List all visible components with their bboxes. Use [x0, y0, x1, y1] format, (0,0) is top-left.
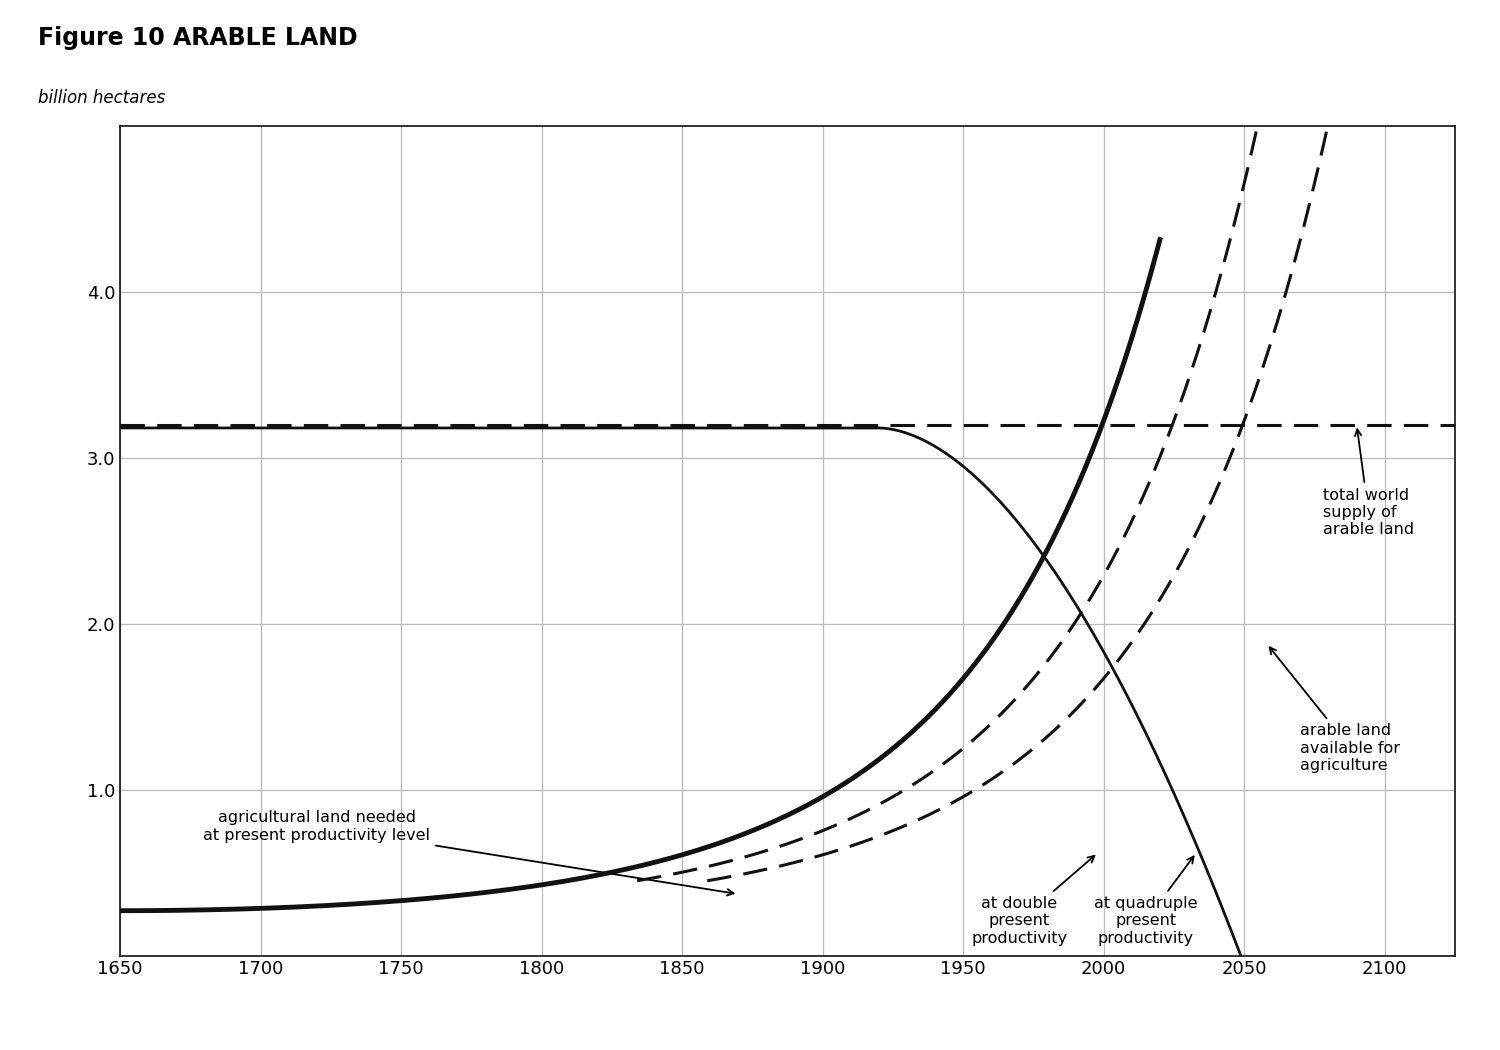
Text: Figure 10 ARABLE LAND: Figure 10 ARABLE LAND [38, 26, 357, 50]
Text: total world
supply of
arable land: total world supply of arable land [1323, 429, 1414, 538]
Text: at double
present
productivity: at double present productivity [972, 856, 1095, 946]
Text: billion hectares: billion hectares [38, 89, 165, 107]
Text: at quadruple
present
productivity: at quadruple present productivity [1094, 857, 1197, 946]
Text: agricultural land needed
at present productivity level: agricultural land needed at present prod… [202, 811, 734, 896]
Text: arable land
available for
agriculture: arable land available for agriculture [1269, 648, 1401, 773]
